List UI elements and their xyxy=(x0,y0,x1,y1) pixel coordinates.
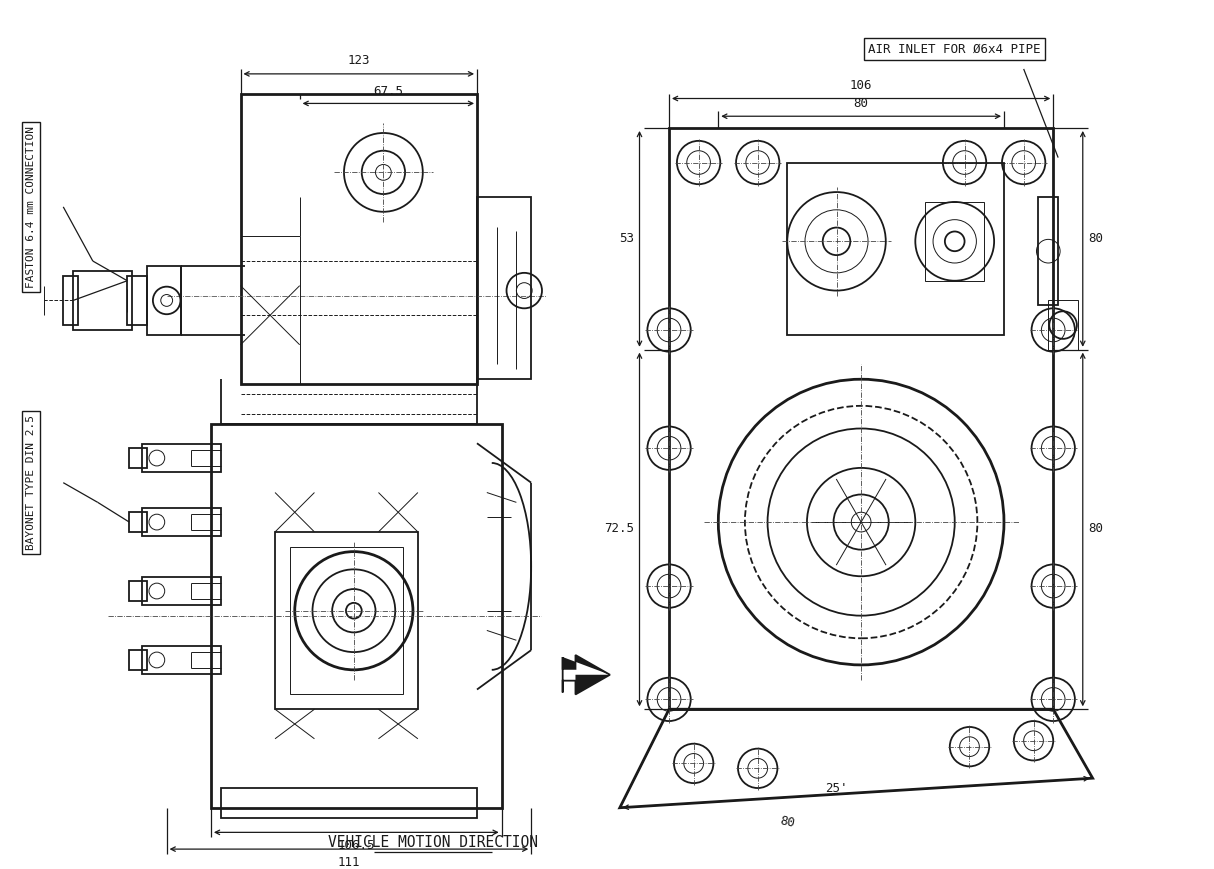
Bar xyxy=(1049,301,1078,349)
Bar xyxy=(240,94,477,384)
Bar xyxy=(129,512,147,532)
Bar xyxy=(925,202,985,281)
Text: 111: 111 xyxy=(337,856,361,869)
Polygon shape xyxy=(575,674,609,694)
Text: 123: 123 xyxy=(347,54,370,67)
Bar xyxy=(127,275,147,325)
Text: 106.5: 106.5 xyxy=(337,839,375,852)
Bar xyxy=(669,128,1054,709)
Polygon shape xyxy=(562,655,609,694)
Bar xyxy=(129,650,147,670)
Polygon shape xyxy=(562,655,609,674)
Text: 80: 80 xyxy=(1089,232,1104,245)
Bar xyxy=(73,271,132,330)
Bar xyxy=(63,275,78,325)
Bar xyxy=(129,581,147,600)
Text: AIR INLET FOR Ø6x4 PIPE: AIR INLET FOR Ø6x4 PIPE xyxy=(868,43,1040,56)
Text: 53: 53 xyxy=(619,232,635,245)
Bar xyxy=(129,448,147,468)
Bar xyxy=(787,163,1004,335)
Bar xyxy=(142,444,221,472)
Text: FASTON 6.4 mm CONNECTION: FASTON 6.4 mm CONNECTION xyxy=(25,126,35,288)
Text: 25': 25' xyxy=(826,781,847,794)
Text: BAYONET TYPE DIN 2.5: BAYONET TYPE DIN 2.5 xyxy=(25,415,35,550)
Bar xyxy=(142,577,221,605)
Text: 72.5: 72.5 xyxy=(605,522,635,535)
Bar xyxy=(276,532,418,709)
Bar xyxy=(477,197,532,379)
Bar xyxy=(211,423,501,807)
Text: 80: 80 xyxy=(778,814,796,831)
Text: 80: 80 xyxy=(853,97,869,110)
Bar xyxy=(1038,197,1059,305)
Text: 80: 80 xyxy=(1089,522,1104,535)
Text: 106: 106 xyxy=(850,78,873,91)
Text: VEHICLE MOTION DIRECTION: VEHICLE MOTION DIRECTION xyxy=(328,835,538,850)
Text: 67.5: 67.5 xyxy=(374,84,403,97)
Bar xyxy=(147,266,181,335)
Bar xyxy=(142,647,221,673)
Bar xyxy=(221,788,477,818)
Bar xyxy=(142,508,221,536)
Bar xyxy=(290,547,403,694)
